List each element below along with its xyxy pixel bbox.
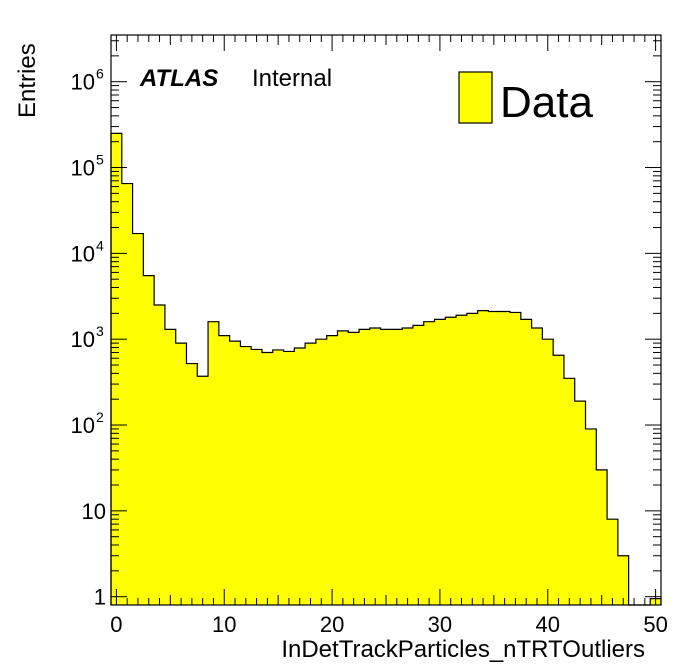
histogram-bar	[585, 428, 597, 605]
y-tick-label: 10	[71, 327, 95, 352]
x-axis-title: InDetTrackParticles_nTRTOutliers	[281, 636, 645, 663]
histogram-bar	[208, 321, 220, 605]
histogram-bar	[251, 349, 263, 605]
histogram-bar	[175, 343, 187, 605]
histogram-bar	[553, 355, 565, 605]
histogram-bar	[261, 352, 274, 605]
histogram-bar	[359, 329, 371, 605]
histogram-bar	[563, 378, 576, 605]
internal-label: Internal	[252, 65, 332, 92]
x-tick-label: 30	[428, 612, 452, 637]
histogram-bar	[542, 339, 554, 605]
atlas-label: ATLAS	[139, 65, 218, 92]
x-tick-label: 20	[320, 612, 344, 637]
histogram-bar	[197, 376, 209, 605]
histogram-bar	[456, 315, 468, 605]
histogram-bar	[617, 555, 630, 605]
legend-swatch	[458, 71, 493, 124]
axis-ticks	[111, 35, 661, 605]
y-tick-exponent: 3	[96, 323, 104, 339]
histogram-bar	[186, 363, 198, 605]
y-tick-label: 10	[71, 156, 95, 181]
histogram-bar	[315, 339, 328, 605]
y-tick-exponent: 6	[96, 66, 104, 82]
y-tick-exponent: 5	[96, 152, 104, 168]
x-tick-label: 0	[110, 612, 122, 637]
histogram-bar	[121, 183, 133, 605]
histogram-bar	[380, 329, 392, 605]
histogram-bar	[531, 328, 543, 605]
histogram-bar	[466, 313, 479, 605]
histogram-bar	[574, 401, 586, 605]
histogram-bar	[391, 329, 403, 605]
histogram-bar	[499, 311, 511, 605]
histogram-bar	[607, 519, 619, 605]
y-tick-label: 10	[71, 413, 95, 438]
histogram-bar	[154, 305, 166, 605]
histogram-bar	[423, 321, 435, 605]
histogram-bar	[111, 133, 123, 606]
histogram-bar	[520, 319, 532, 605]
histogram-bar	[132, 233, 144, 605]
histogram-bar	[596, 469, 608, 605]
y-axis-title: Entries	[14, 43, 41, 118]
histogram-bar	[283, 351, 295, 605]
histogram-bar	[434, 319, 446, 605]
y-tick-label: 10	[71, 241, 95, 266]
histogram-bar	[348, 332, 360, 605]
histogram-bar	[369, 328, 382, 605]
histogram-bar	[326, 335, 338, 605]
x-tick-label: 10	[212, 612, 236, 637]
histogram-bar	[240, 346, 252, 605]
y-tick-label: 1	[94, 585, 106, 610]
histogram-bar	[337, 330, 349, 605]
histogram-bar	[143, 275, 155, 605]
x-tick-labels: 0 10 20 30 40 50	[110, 612, 668, 637]
histogram-outline	[110, 132, 662, 606]
histogram-bar	[445, 317, 457, 605]
histogram-bar	[402, 328, 414, 605]
y-tick-label: 10	[71, 70, 95, 95]
histogram-bar	[164, 329, 177, 605]
histogram-bar	[477, 310, 489, 605]
legend-label: Data	[500, 78, 593, 127]
histogram-bar	[272, 349, 284, 605]
x-tick-label: 40	[536, 612, 560, 637]
y-tick-label: 10	[82, 499, 106, 524]
x-tick-label: 50	[643, 612, 667, 637]
histogram-bar	[510, 312, 522, 605]
histogram-bar	[229, 341, 241, 605]
histogram-bar	[412, 325, 425, 605]
histogram-bar	[488, 311, 500, 605]
y-tick-exponent: 4	[96, 237, 104, 253]
y-tick-exponent: 2	[96, 409, 104, 425]
histogram-bars	[111, 133, 662, 606]
histogram-bar	[294, 347, 306, 605]
histogram-bar	[218, 335, 231, 605]
histogram-bar	[305, 343, 317, 605]
